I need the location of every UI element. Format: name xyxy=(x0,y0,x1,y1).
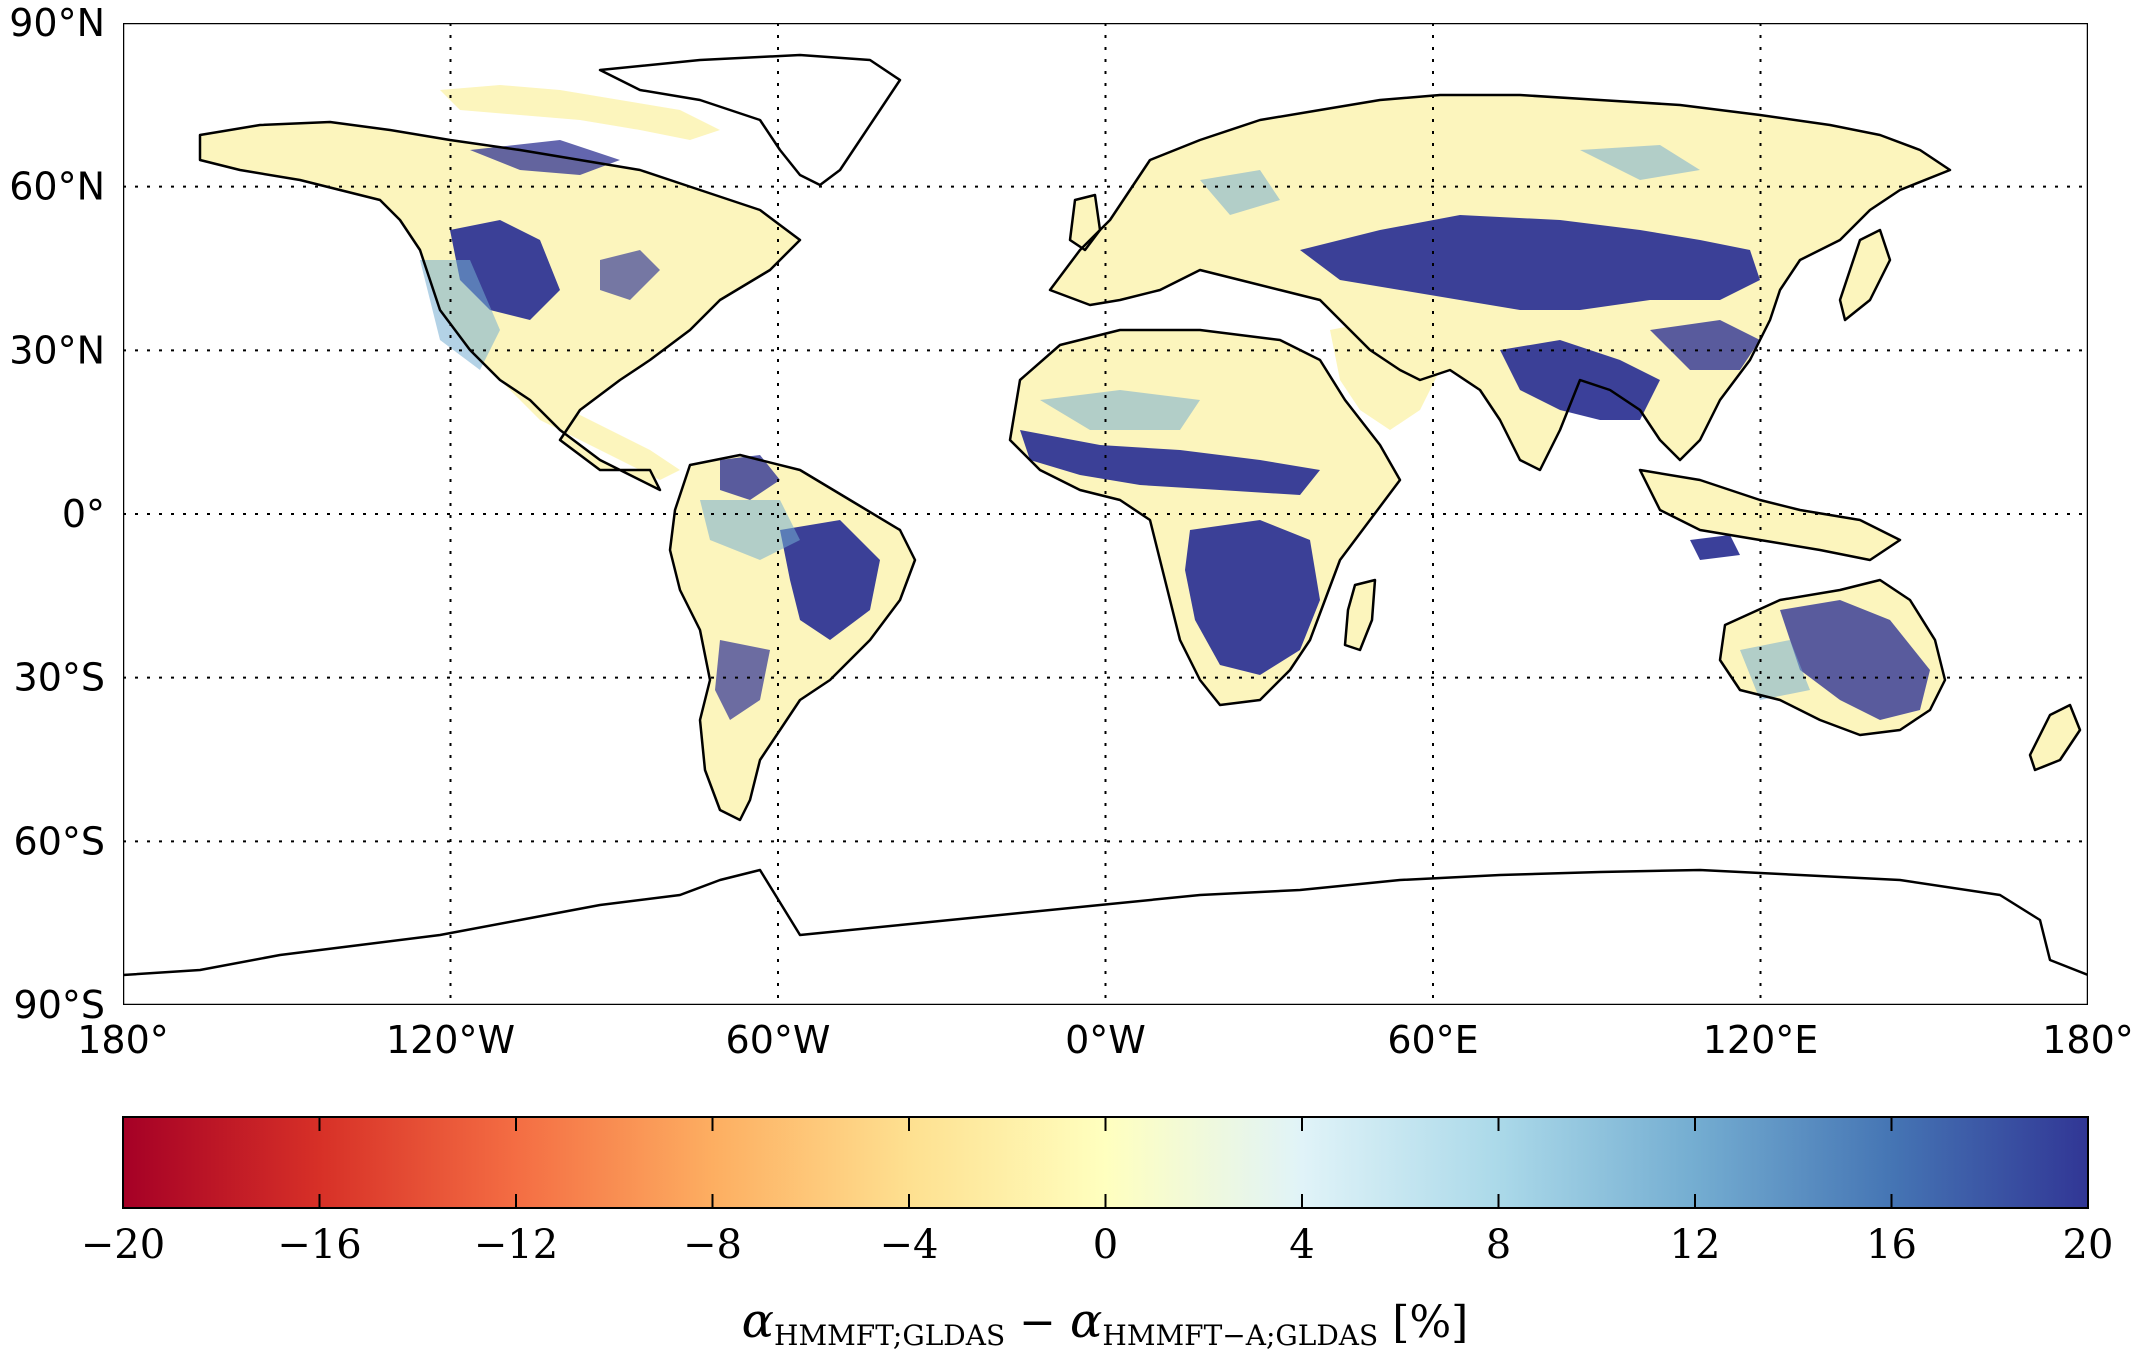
colorbar-tick-label: 8 xyxy=(1486,1222,1511,1268)
colorbar-tick-label: −12 xyxy=(474,1222,558,1268)
lon-tick-labels: 180° 120°W 60°W 0°W 60°E 120°E 180° xyxy=(77,1018,2134,1062)
lon-tick-label: 60°W xyxy=(726,1018,831,1062)
lon-tick-label: 60°E xyxy=(1387,1018,1478,1062)
lat-tick-labels: 90°N 60°N 30°N 0° 30°S 60°S 90°S xyxy=(9,1,105,1027)
colorbar-title: αHMMFT;GLDAS − αHMMFT−A;GLDAS [%] xyxy=(742,1293,1469,1352)
colorbar-tick-label: 4 xyxy=(1289,1222,1314,1268)
colorbar-tick-labels: −20 −16 −12 −8 −4 0 4 8 12 16 20 xyxy=(81,1222,2114,1268)
lon-tick-label: 120°E xyxy=(1703,1018,1819,1062)
lon-tick-label: 0°W xyxy=(1065,1018,1146,1062)
colorbar: −20 −16 −12 −8 −4 0 4 8 12 16 20 αHMMFT;GLDAS − αH… xyxy=(81,1116,2114,1352)
lat-tick-label: 60°S xyxy=(14,819,105,863)
colorbar-ticks xyxy=(122,1117,2089,1208)
lat-tick-label: 0° xyxy=(62,492,105,536)
colorbar-gradient xyxy=(122,1116,2089,1209)
title-alpha-1: α xyxy=(742,1293,774,1349)
lat-tick-label: 90°N xyxy=(9,1,105,45)
title-minus: − xyxy=(1005,1297,1070,1348)
title-sub-1: HMMFT;GLDAS xyxy=(774,1319,1005,1352)
lat-tick-label: 30°S xyxy=(14,656,105,700)
new-zealand-land xyxy=(2030,705,2080,770)
lon-tick-label: 120°W xyxy=(386,1018,515,1062)
colorbar-tick-label: 0 xyxy=(1093,1222,1118,1268)
lat-tick-label: 60°N xyxy=(9,165,105,209)
graticule xyxy=(123,23,2088,1005)
arabia-land xyxy=(1330,320,1440,430)
colorbar-tick-label: 16 xyxy=(1866,1222,1917,1268)
colorbar-tick-label: 12 xyxy=(1670,1222,1721,1268)
colorbar-tick-label: 20 xyxy=(2063,1222,2114,1268)
colorbar-tick-label: −4 xyxy=(880,1222,939,1268)
colorbar-tick-label: −16 xyxy=(277,1222,361,1268)
japan-land xyxy=(1840,230,1890,320)
colorbar-tick-label: −20 xyxy=(81,1222,165,1268)
title-sub-2: HMMFT−A;GLDAS xyxy=(1102,1319,1378,1352)
high-value-patches xyxy=(450,140,1930,720)
title-unit: [%] xyxy=(1378,1297,1468,1348)
lat-tick-label: 30°N xyxy=(9,328,105,372)
arctic-islands-land xyxy=(440,85,720,140)
central-america-land xyxy=(470,350,680,480)
colorbar-tick-label: −8 xyxy=(683,1222,742,1268)
lat-tick-label: 90°S xyxy=(14,983,105,1027)
map-panel xyxy=(123,23,2088,1005)
coastlines xyxy=(123,53,2088,977)
lon-tick-label: 180° xyxy=(2042,1018,2134,1062)
lon-tick-label: 180° xyxy=(77,1018,169,1062)
title-alpha-2: α xyxy=(1070,1293,1102,1349)
